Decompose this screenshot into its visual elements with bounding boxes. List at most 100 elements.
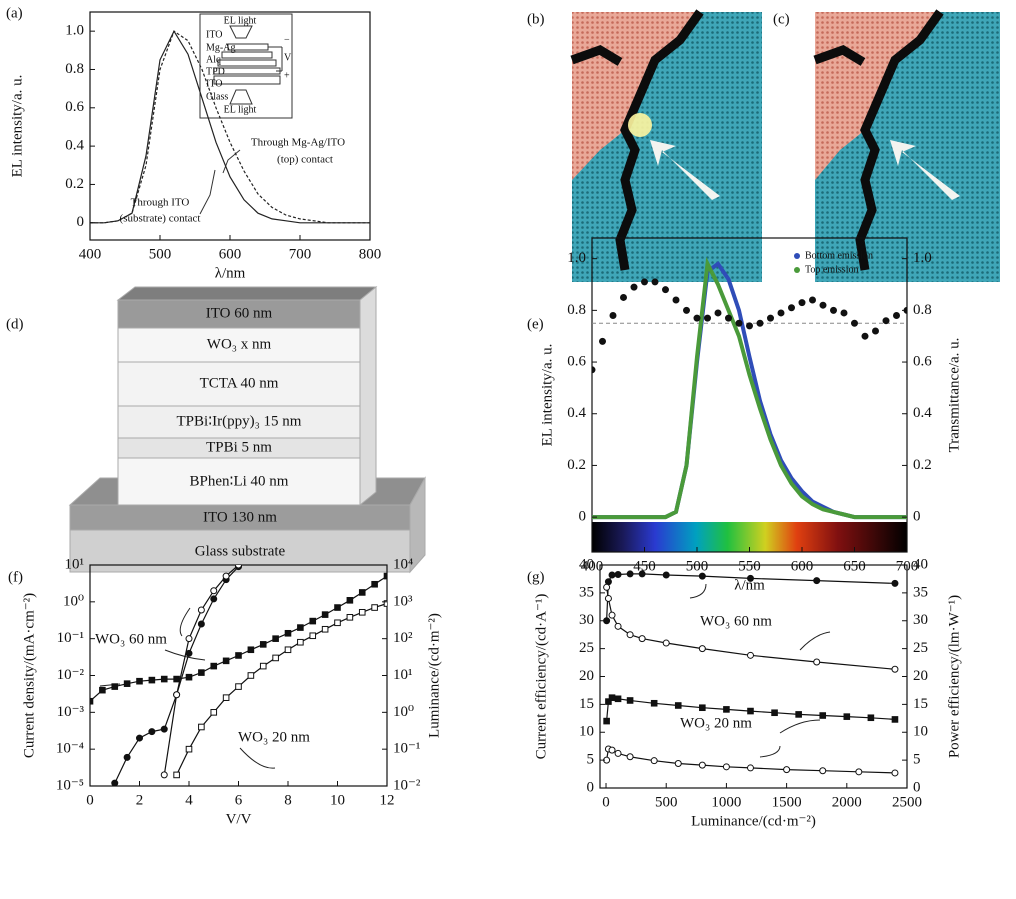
legend-swatch (794, 253, 800, 259)
marker (383, 600, 387, 607)
annotation: Through ITO (131, 197, 190, 209)
annotation: WO₃ 60 nm (95, 631, 167, 647)
legend-swatch (794, 267, 800, 273)
y2-tick-label: 0 (913, 509, 921, 525)
micrograph-b (570, 9, 762, 282)
annotation: WO₃ 20 nm (680, 715, 752, 731)
marker (608, 746, 616, 754)
marker (788, 304, 795, 312)
marker (747, 707, 754, 715)
marker (599, 337, 606, 345)
y-tick-label: 0.4 (567, 405, 586, 421)
marker (160, 771, 168, 779)
panel-label: (g) (527, 569, 545, 585)
marker (638, 635, 646, 643)
marker (198, 669, 205, 676)
series-line (176, 602, 387, 776)
x-tick-label: 10 (330, 792, 345, 808)
marker (210, 662, 218, 670)
y-axis-label: Current efficiency/(cd·A⁻¹) (533, 594, 549, 760)
series-line (592, 256, 907, 520)
y2-tick-label: 30 (913, 612, 928, 628)
y-tick-label: 20 (579, 668, 594, 684)
y-axis-label: EL intensity/a. u. (539, 344, 555, 447)
marker (795, 711, 802, 718)
y-tick-label: 15 (579, 696, 594, 712)
y2-tick-label: 0.6 (913, 353, 932, 369)
y-tick-label: 10⁻² (57, 667, 85, 683)
annotation: WO₃ 20 nm (238, 729, 310, 745)
arrow (199, 169, 216, 215)
arrow (222, 149, 241, 174)
device-stack (68, 285, 426, 574)
x-tick-label: 6 (235, 792, 243, 808)
y-tick-label: 10 (579, 724, 594, 740)
marker (891, 769, 899, 777)
y-tick-label: 40 (579, 556, 594, 572)
y-tick-label: 5 (587, 752, 595, 768)
y2-tick-label: 0.8 (913, 302, 932, 318)
marker (651, 278, 659, 286)
x-tick-label: 600 (219, 246, 242, 262)
marker (272, 654, 279, 662)
marker (767, 314, 774, 322)
marker (861, 332, 869, 340)
marker (309, 617, 317, 625)
marker (123, 753, 131, 761)
inset-label: Glass (206, 91, 228, 102)
plot-frame (599, 564, 908, 789)
y-tick-label: 0.8 (567, 302, 586, 318)
marker (674, 702, 682, 709)
arrows (99, 583, 831, 769)
marker (756, 319, 764, 327)
marker (185, 635, 193, 643)
panel-label: (b) (527, 11, 545, 27)
marker (173, 691, 181, 699)
marker (798, 299, 806, 307)
y2-tick-label: 5 (913, 752, 921, 768)
marker (813, 658, 821, 666)
x-tick-label: 800 (359, 246, 382, 262)
inset-label: + (284, 70, 290, 81)
marker (99, 686, 106, 694)
annotation: (substrate) contact (120, 213, 201, 225)
plot-area (592, 256, 907, 520)
inset-label: EL light (224, 104, 257, 115)
layer-label: Glass substrate (195, 543, 286, 559)
x-tick-label: 500 (686, 558, 709, 574)
layer-label: TCTA 40 nm (200, 375, 279, 391)
marker (704, 314, 711, 322)
marker (136, 677, 143, 685)
marker (614, 570, 622, 578)
legend-label: Bottom emission (805, 250, 873, 261)
marker (746, 574, 754, 582)
marker (641, 278, 648, 286)
x-axis-label: λ/nm (215, 265, 246, 281)
inset-label: ITO (206, 29, 222, 40)
marker (321, 625, 329, 633)
y-tick-label: 0.2 (65, 176, 84, 192)
layer-label: ITO 130 nm (203, 509, 277, 525)
marker (297, 638, 304, 646)
marker (235, 683, 242, 690)
marker (284, 629, 292, 637)
marker (160, 725, 168, 733)
marker (698, 761, 706, 769)
x-tick-label: 400 (581, 558, 604, 574)
marker (160, 675, 168, 683)
marker (185, 673, 193, 681)
y2-tick-label: 20 (913, 668, 928, 684)
marker (284, 646, 292, 654)
marker (693, 314, 701, 322)
marker (650, 757, 658, 765)
marker (872, 327, 879, 335)
marker (247, 646, 255, 654)
layer-label: BPhen∶Li 40 nm (190, 473, 289, 489)
marker (699, 704, 706, 712)
plot-area (603, 570, 899, 777)
x-axis-label: V/V (226, 811, 252, 827)
marker (235, 565, 242, 569)
marker (638, 570, 646, 578)
y-tick-label: 0.8 (65, 61, 84, 77)
y-tick-label: 25 (579, 640, 594, 656)
